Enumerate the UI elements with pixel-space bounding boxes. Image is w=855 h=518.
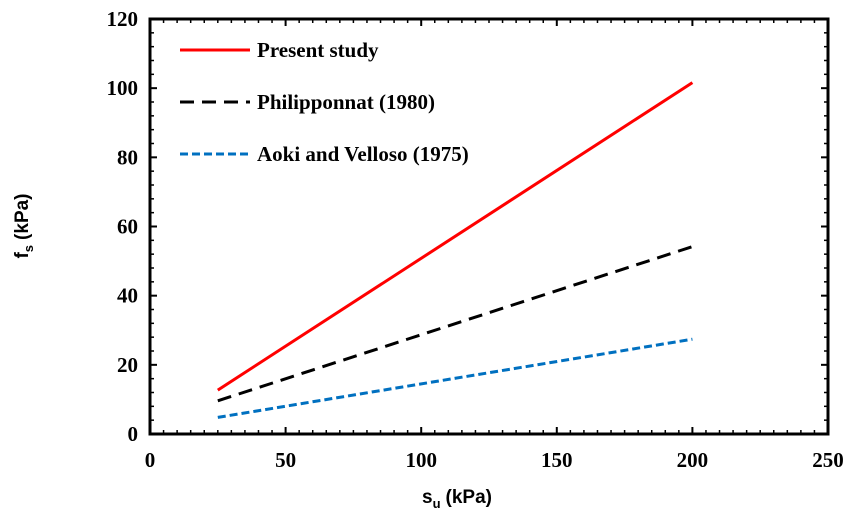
series-lines xyxy=(216,81,694,419)
y-tick-label: 0 xyxy=(128,422,139,446)
legend-label: Present study xyxy=(257,38,379,62)
y-tick-label: 40 xyxy=(117,284,138,308)
x-axis-title: su (kPa) xyxy=(422,487,492,511)
axis-ticks xyxy=(150,19,828,434)
tick-labels: 0 50 100 150 200 250 0 20 40 60 80 100 120 xyxy=(107,7,844,472)
y-tick-label: 60 xyxy=(117,215,138,239)
x-tick-label: 250 xyxy=(812,448,844,472)
legend-label: Aoki and Velloso (1975) xyxy=(257,142,469,166)
x-tick-label: 100 xyxy=(405,448,437,472)
plot-area xyxy=(148,17,830,436)
y-tick-label: 80 xyxy=(117,145,138,169)
series-line xyxy=(217,245,693,403)
x-tick-label: 0 xyxy=(145,448,156,472)
series-line xyxy=(216,81,694,392)
series-line xyxy=(217,337,693,419)
legend-label: Philipponnat (1980) xyxy=(257,90,435,114)
legend: Present study Philipponnat (1980) Aoki and… xyxy=(180,38,469,166)
y-tick-label: 20 xyxy=(117,353,138,377)
y-axis-title: fs(kPa) xyxy=(12,193,36,258)
x-tick-label: 150 xyxy=(541,448,573,472)
y-tick-label: 100 xyxy=(107,76,139,100)
y-tick-label: 120 xyxy=(107,7,139,31)
x-tick-label: 50 xyxy=(275,448,296,472)
x-tick-label: 200 xyxy=(677,448,709,472)
